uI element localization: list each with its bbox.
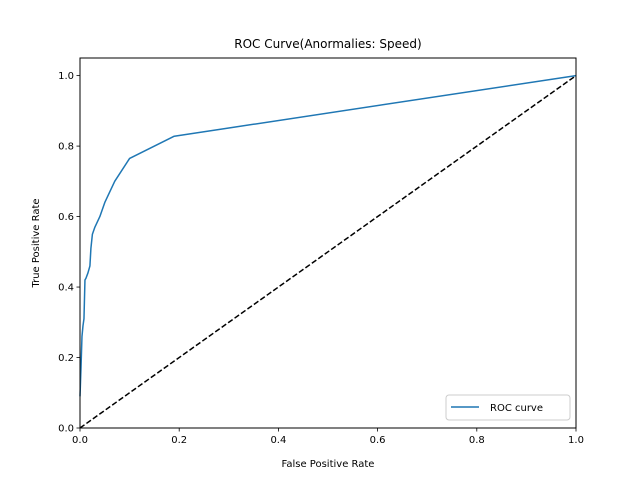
- roc-curve-line: [79, 74, 577, 397]
- y-tick-label: 0.4: [58, 283, 74, 294]
- y-tick-label: 0.8: [58, 142, 74, 153]
- x-tick-label: 0.0: [72, 435, 88, 446]
- plot-frame: [79, 57, 577, 429]
- series-layer: [79, 74, 577, 429]
- y-axis-label: True Positive Rate: [31, 198, 42, 288]
- x-axis-label: False Positive Rate: [282, 459, 375, 470]
- y-tick-label: 0.0: [58, 424, 74, 435]
- x-tick-label: 1.0: [568, 435, 584, 446]
- y-tick-label: 1.0: [58, 71, 74, 82]
- chance-diagonal-line: [79, 75, 577, 429]
- legend-box: [445, 394, 571, 421]
- plot-area: [80, 58, 576, 428]
- x-tick-label: 0.8: [469, 435, 485, 446]
- y-tick-label: 0.2: [58, 353, 74, 364]
- x-tick-label: 0.6: [370, 435, 386, 446]
- ticks-layer: 0.0 0.2 0.4 0.6 0.8 1.0 0.0 0.2 0.4 0.6 0.8 1.0: [58, 71, 584, 446]
- y-tick-label: 0.6: [58, 212, 74, 223]
- x-tick-label: 0.2: [171, 435, 187, 446]
- chart-title: ROC Curve(Anormalies: Speed): [234, 37, 421, 51]
- legend: ROC curve: [445, 394, 571, 421]
- x-tick-label: 0.4: [270, 435, 286, 446]
- legend-label-roc-curve: ROC curve: [490, 403, 543, 414]
